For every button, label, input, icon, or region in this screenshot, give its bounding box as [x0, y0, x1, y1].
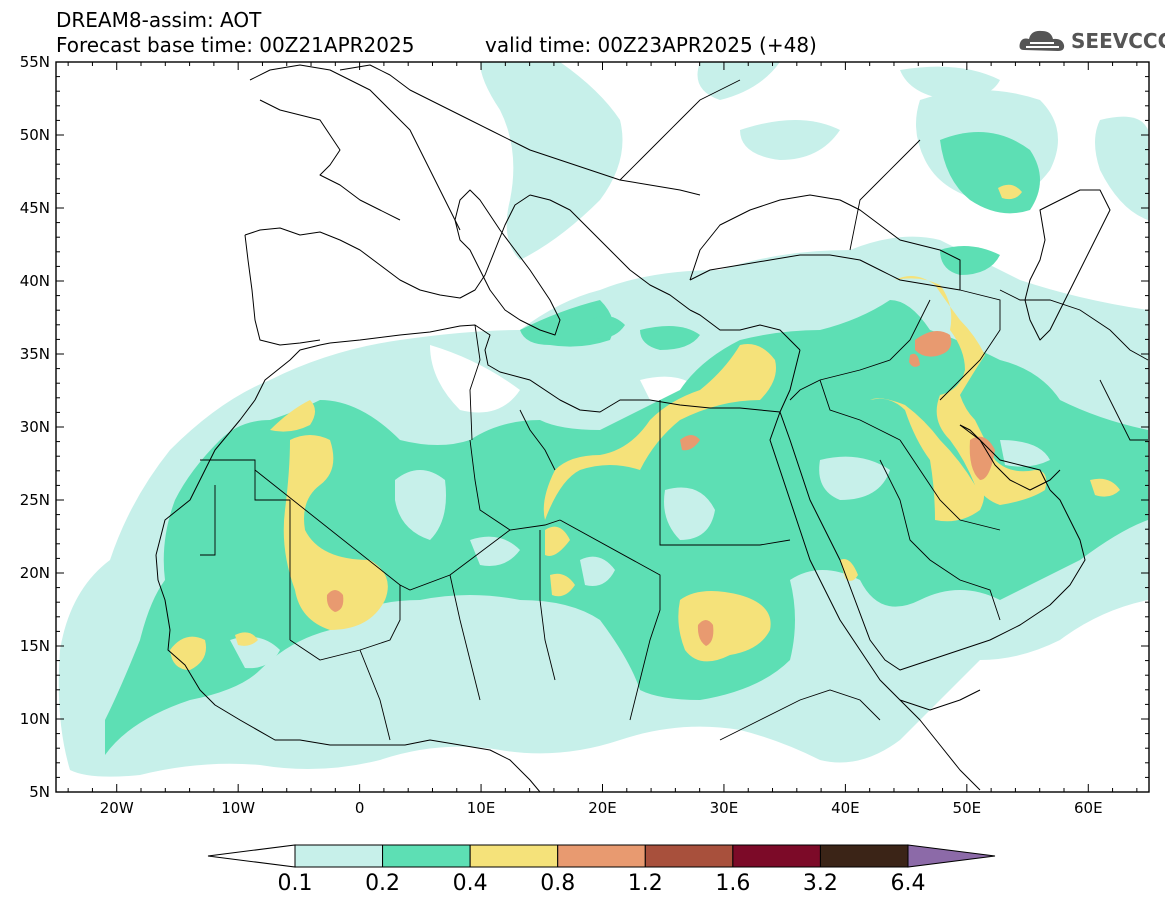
valid-time: valid time: 00Z23APR2025 (+48)	[485, 33, 817, 57]
y-tick-label: 50N	[20, 126, 50, 144]
x-tick-label: 20E	[588, 799, 617, 817]
map-title: DREAM8-assim: AOT	[56, 8, 262, 32]
x-tick-label: 10E	[467, 799, 496, 817]
x-tick-label: 20W	[100, 799, 134, 817]
colorbar-label: 1.6	[715, 871, 750, 896]
y-tick-label: 30N	[20, 418, 50, 436]
colorbar-box	[819, 844, 909, 868]
y-tick-label: 45N	[20, 199, 50, 217]
colorbar-label: 0.1	[278, 871, 313, 896]
y-tick-label: 55N	[20, 53, 50, 71]
colorbar-box	[557, 844, 646, 868]
colorbar-under-triangle	[207, 844, 296, 868]
colorbar-label: 3.2	[803, 871, 838, 896]
aot-layer-0.8	[326, 331, 995, 646]
colorbar-label: 0.4	[453, 871, 488, 896]
colorbar-label: 1.2	[628, 871, 663, 896]
colorbar-box	[469, 844, 559, 868]
colorbar-label: 6.4	[891, 871, 926, 896]
colorbar: 0.1 0.2 0.4 0.8 1.2 1.6 3.2 6.4	[207, 844, 996, 896]
cloud-icon	[1019, 30, 1065, 51]
x-tick-label: 30E	[710, 799, 739, 817]
y-tick-label: 10N	[20, 710, 50, 728]
colorbar-label: 0.8	[540, 871, 575, 896]
colorbar-box	[644, 844, 734, 868]
colorbar-box	[382, 844, 471, 868]
y-tick-label: 40N	[20, 272, 50, 290]
x-tick-label: 0	[355, 799, 365, 817]
y-tick-label: 15N	[20, 637, 50, 655]
logo-text: SEEVCCC	[1071, 29, 1165, 53]
country-borders	[200, 79, 1149, 741]
y-tick-label: 5N	[29, 783, 50, 801]
colorbar-over-triangle	[907, 844, 996, 868]
y-axis: 55N 50N 45N 40N 35N 30N 25N 20N 15N 10N 5N	[20, 53, 1149, 801]
aot-green-holes	[230, 440, 1050, 669]
colorbar-box	[294, 844, 384, 868]
colorbar-box	[732, 844, 821, 868]
forecast-base-time: Forecast base time: 00Z21APR2025	[56, 33, 415, 57]
x-axis: 20W 10W 0 10E 20E 30E 40E 50E 60E	[67, 62, 1138, 817]
x-tick-label: 10W	[221, 799, 255, 817]
coastlines	[155, 64, 1111, 792]
y-tick-label: 35N	[20, 345, 50, 363]
colorbar-label: 0.2	[365, 871, 400, 896]
x-tick-label: 60E	[1074, 799, 1103, 817]
x-tick-label: 50E	[953, 799, 982, 817]
y-tick-label: 20N	[20, 564, 50, 582]
y-tick-label: 25N	[20, 491, 50, 509]
x-tick-label: 40E	[831, 799, 860, 817]
